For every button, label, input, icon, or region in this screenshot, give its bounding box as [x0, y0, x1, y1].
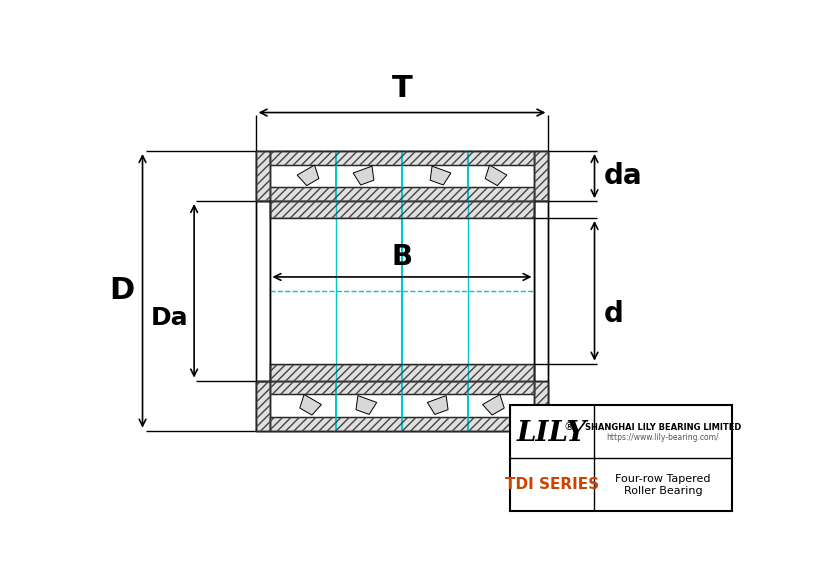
- Polygon shape: [299, 394, 321, 415]
- Text: ®: ®: [562, 422, 574, 432]
- Bar: [270, 363, 533, 380]
- Text: SHANGHAI LILY BEARING LIMITED: SHANGHAI LILY BEARING LIMITED: [584, 422, 740, 432]
- Text: Da: Da: [151, 306, 188, 330]
- Text: Roller Bearing: Roller Bearing: [623, 486, 701, 496]
- Bar: [256, 151, 270, 201]
- Bar: [270, 201, 533, 218]
- Bar: [270, 380, 533, 394]
- Bar: [509, 405, 731, 511]
- Bar: [270, 187, 533, 201]
- Bar: [270, 417, 533, 431]
- Bar: [256, 151, 270, 201]
- Bar: [270, 380, 533, 394]
- Text: TDI SERIES: TDI SERIES: [504, 477, 598, 493]
- Bar: [533, 151, 547, 201]
- Text: https://www.lily-bearing.com/: https://www.lily-bearing.com/: [606, 433, 719, 442]
- Text: da: da: [603, 162, 642, 190]
- Bar: [256, 380, 270, 431]
- Bar: [256, 201, 270, 380]
- Bar: [533, 380, 547, 431]
- Bar: [256, 380, 270, 431]
- Text: D: D: [109, 276, 135, 305]
- Bar: [270, 151, 533, 165]
- Bar: [270, 417, 533, 431]
- Text: B: B: [391, 243, 412, 271]
- Bar: [533, 151, 547, 201]
- Bar: [270, 151, 533, 165]
- Bar: [533, 201, 547, 380]
- Polygon shape: [485, 165, 506, 185]
- Text: T: T: [391, 74, 412, 104]
- Polygon shape: [482, 394, 504, 415]
- Bar: [270, 187, 533, 201]
- Bar: [270, 201, 533, 218]
- Polygon shape: [427, 395, 447, 414]
- Polygon shape: [430, 166, 451, 185]
- Bar: [270, 363, 533, 380]
- Polygon shape: [353, 166, 374, 185]
- Text: LILY: LILY: [516, 420, 586, 447]
- Bar: [256, 151, 547, 201]
- Bar: [270, 218, 533, 363]
- Text: Four-row Tapered: Four-row Tapered: [614, 474, 710, 484]
- Text: d: d: [603, 300, 623, 328]
- Bar: [533, 380, 547, 431]
- Bar: [256, 380, 547, 431]
- Polygon shape: [297, 165, 318, 185]
- Polygon shape: [356, 395, 376, 414]
